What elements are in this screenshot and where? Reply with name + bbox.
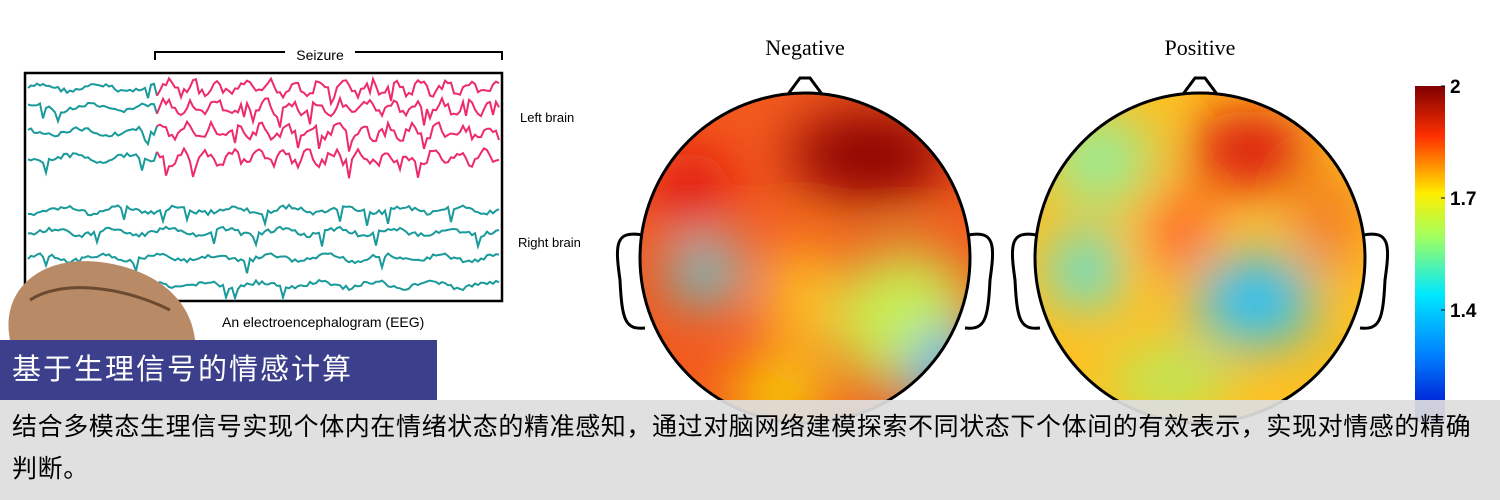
colorbar-tick-label: 2 (1450, 77, 1461, 98)
topomap-title: Positive (1165, 35, 1236, 60)
topomap-title: Negative (765, 35, 844, 60)
colorbar (1415, 86, 1445, 422)
eeg-trace (27, 225, 500, 251)
eeg-trace (27, 125, 158, 147)
colorbar-tick-label: 1.4 (1450, 301, 1477, 322)
eeg-trace (156, 119, 500, 152)
topomap-positive (1010, 76, 1390, 425)
head-wires (29, 286, 171, 312)
eeg-trace (156, 146, 500, 179)
seizure-label: Seizure (296, 47, 344, 63)
eeg-caption: An electroencephalogram (EEG) (222, 314, 424, 330)
eeg-trace (27, 101, 158, 125)
caption-band (0, 400, 1500, 500)
banner-title: 基于生理信号的情感计算 (0, 340, 437, 400)
left-brain-label: Left brain (520, 110, 574, 125)
banner-text: 结合多模态生理信号实现个体内在情绪状态的精准感知，通过对脑网络建模探索不同状态下… (12, 413, 1472, 483)
colorbar-ticks: 2 1.7 1.4 (1441, 77, 1477, 322)
eeg-trace (156, 95, 500, 128)
head-illustration (8, 261, 195, 340)
right-brain-label: Right brain (518, 235, 581, 250)
colorbar-tick-label: 1.7 (1450, 189, 1476, 210)
eeg-trace (28, 203, 500, 228)
topomap-negative (615, 76, 995, 425)
eeg-trace (27, 252, 500, 275)
eeg-trace (27, 82, 158, 99)
eeg-trace (27, 151, 158, 177)
eeg-trace (156, 75, 500, 107)
bracket-gap (285, 45, 355, 63)
